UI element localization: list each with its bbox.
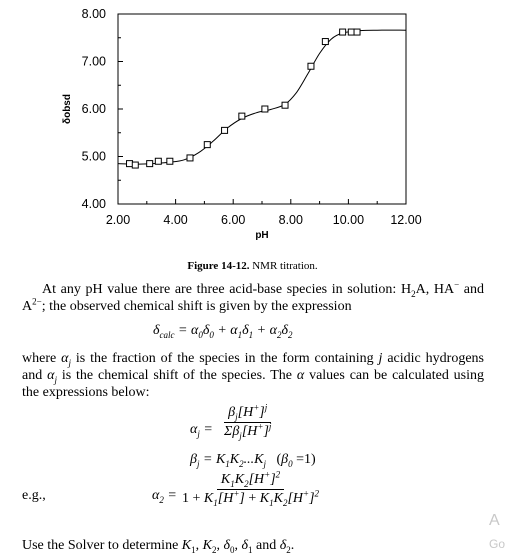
para2-text3: acidic hydrogens and: [22, 351, 484, 383]
figure-label: Figure 14-12.: [187, 260, 250, 272]
titration-chart: 2.00 4.00 6.00 8.00 10.00 12.00 4.005.006.007…: [62, 7, 422, 241]
data-point: [146, 160, 154, 168]
data-point: [321, 38, 329, 46]
y-axis-title: δobsd: [62, 94, 73, 124]
x-tick-labels: 2.00 4.00 6.00 8.00 10.00 12.00: [106, 213, 422, 227]
data-point: [339, 28, 347, 36]
data-points: [126, 28, 361, 169]
final-text2: and: [252, 538, 280, 553]
fit-curve: [117, 29, 407, 165]
final-text1: Use the Solver to determine: [22, 538, 182, 553]
x-tick-label: 2.00: [106, 213, 130, 227]
data-point: [166, 157, 174, 165]
equation-beta-j: βj = K1K2...Kj (β0 =1): [190, 452, 316, 469]
data-point: [154, 157, 162, 165]
alpha-2-symbol: α2 =: [152, 488, 177, 505]
para2-text1: where: [22, 351, 62, 366]
eg-label: e.g.,: [22, 488, 46, 503]
y-tick-label: 7.00: [82, 55, 106, 69]
x-tick-label: 12.00: [390, 213, 421, 227]
para1-text2: A, HA: [415, 282, 455, 297]
para2-text5: values can be calculated using the expre…: [22, 368, 485, 400]
para2-text4: is the chemical shift of the species. Th…: [56, 368, 297, 383]
y-tick-label: 6.00: [82, 102, 106, 116]
solver-instruction: Use the Solver to determine K1, K2, δ0, …: [22, 538, 295, 555]
figure-caption: Figure 14-12. NMR titration.: [0, 260, 505, 272]
data-point: [353, 28, 361, 36]
paragraph-alpha: where αj is the fraction of the species …: [22, 351, 485, 400]
data-point: [221, 126, 229, 134]
axis-ticks: [117, 13, 407, 205]
para2-text2: is the fraction of the species in the fo…: [71, 351, 379, 366]
data-point: [307, 62, 315, 70]
alpha-j-symbol: αj =: [190, 422, 213, 439]
data-point: [203, 141, 211, 149]
para1-text4: ; the observed chemical shift is given b…: [41, 299, 352, 314]
para1-text3: and A: [22, 282, 485, 314]
data-point: [347, 28, 355, 36]
x-axis-title: pH: [255, 230, 268, 241]
data-point: [281, 101, 289, 109]
equation-alpha-2: K1K2[H+]2 1 + K1[H+] + K1K2[H+]2: [182, 469, 320, 508]
x-tick-label: 4.00: [163, 213, 187, 227]
equation-alpha-j: βj[H+]j Σβj[H+]j: [224, 402, 272, 441]
x-tick-label: 8.00: [279, 213, 303, 227]
x-tick-label: 10.00: [333, 213, 364, 227]
data-point: [126, 160, 134, 168]
paragraph-species: At any pH value there are three acid-bas…: [22, 279, 485, 314]
data-point: [261, 105, 269, 113]
x-tick-label: 6.00: [221, 213, 245, 227]
data-point: [131, 161, 139, 169]
y-tick-label: 8.00: [82, 7, 106, 21]
watermark-line1: A: [489, 512, 500, 529]
data-point: [238, 112, 246, 120]
y-tick-label: 5.00: [82, 150, 106, 164]
figure-text: NMR titration.: [252, 260, 318, 272]
data-point: [186, 154, 194, 162]
equation-delta-calc: δcalc = α0δ0 + α1δ1 + α2δ2: [153, 323, 293, 340]
watermark-line2: Go: [489, 537, 505, 551]
y-tick-labels: 4.00 5.00 6.00 7.00 8.00: [82, 7, 106, 211]
para1-text1: At any pH value there are three acid-bas…: [42, 282, 412, 297]
y-tick-label: 4.00: [82, 197, 106, 211]
